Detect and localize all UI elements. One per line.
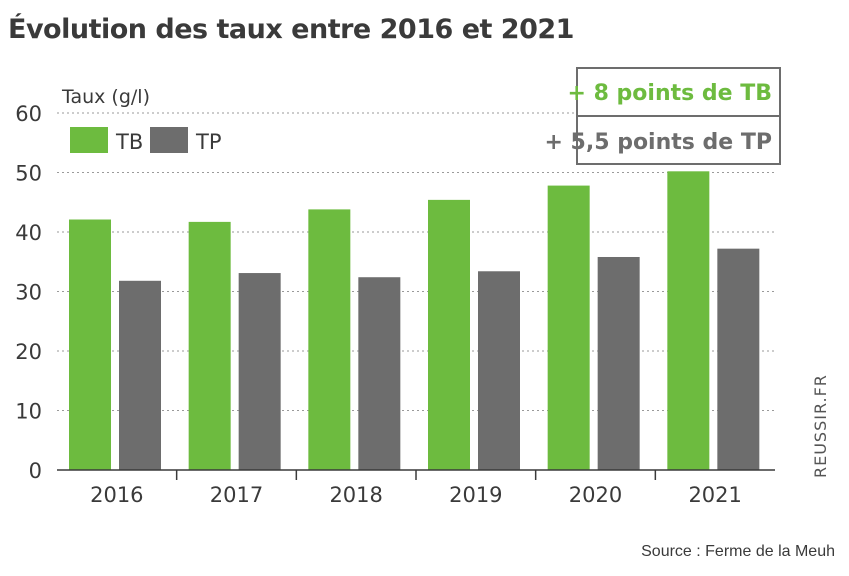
bar-tb-2016 [69, 219, 111, 470]
credit-label: REUSSIR.FR [811, 374, 830, 478]
x-tick-label: 2017 [210, 483, 263, 507]
annotation-tb-gain: + 8 points de TB [568, 81, 773, 106]
bar-tb-2017 [188, 221, 231, 470]
y-tick-label: 10 [15, 400, 42, 424]
y-tick-label: 50 [15, 162, 42, 186]
annotation-tp-gain: + 5,5 points de TP [544, 130, 772, 155]
x-tick-label: 2016 [90, 483, 143, 507]
legend-swatch-tb [70, 127, 108, 153]
legend-swatch-tp [150, 127, 188, 153]
bar-tb-2018 [308, 209, 351, 470]
bar-tb-2020 [547, 185, 590, 470]
source-note: Source : Ferme de la Meuh [641, 543, 835, 560]
bar-tb-2021 [667, 171, 710, 470]
y-axis-label: Taux (g/l) [61, 86, 150, 108]
bars [69, 171, 760, 470]
y-tick-label: 30 [15, 281, 42, 305]
bar-tp-2017 [238, 273, 281, 470]
y-tick-label: 20 [15, 340, 42, 364]
x-tick-label: 2021 [688, 483, 741, 507]
y-tick-label: 0 [29, 459, 42, 483]
legend: TB TP [70, 127, 222, 154]
y-axis-ticks: 0 10 20 30 40 50 60 [15, 102, 42, 483]
bar-tb-2019 [428, 199, 470, 470]
legend-label-tp: TP [195, 130, 222, 154]
legend-label-tb: TB [115, 130, 143, 154]
chart-title: Évolution des taux entre 2016 et 2021 [8, 13, 574, 45]
x-tick-label: 2020 [569, 483, 622, 507]
bar-tp-2016 [119, 280, 161, 470]
bar-tp-2021 [717, 248, 760, 470]
x-tick-label: 2019 [449, 483, 502, 507]
bar-tp-2019 [478, 271, 520, 470]
bar-tp-2018 [358, 277, 401, 470]
y-tick-label: 40 [15, 221, 42, 245]
x-tick-label: 2018 [329, 483, 382, 507]
bar-tp-2020 [597, 256, 640, 470]
x-axis-ticks: 2016 2017 2018 2019 2020 2021 [90, 470, 742, 507]
annotation-box: + 8 points de TB + 5,5 points de TP [544, 67, 781, 165]
y-tick-label: 60 [15, 102, 42, 126]
